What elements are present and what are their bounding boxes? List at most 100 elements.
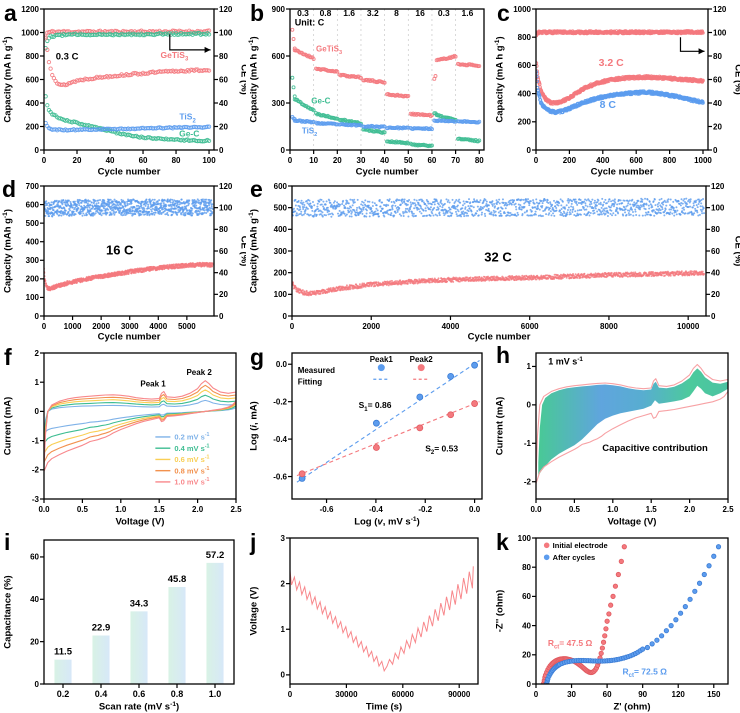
series-after-cycles: [544, 544, 722, 684]
chart-e: 32 C0 2000 4000 6000 8000 1000001002003004005…: [248, 182, 740, 343]
series-cv-curves: [44, 380, 236, 472]
axes: 0 10 20 30 40 50 60 70 80 0 300 600 900 Cycle number C…: [248, 5, 485, 178]
panel-f-label: f: [4, 344, 12, 370]
svg-text:80: 80: [475, 156, 484, 165]
series-cv-outline-1mVs: [536, 363, 728, 485]
svg-text:800: 800: [663, 156, 677, 165]
svg-text:0: 0: [219, 312, 224, 321]
svg-text:2000: 2000: [92, 322, 110, 331]
svg-text:60: 60: [427, 156, 436, 165]
svg-text:40: 40: [106, 156, 115, 165]
chart-i: 11.522.934.345.857.20.2 0.4 0.6 0.8 1.002040…: [3, 539, 235, 713]
svg-text:Cycle number: Cycle number: [98, 332, 161, 343]
svg-text:3.2: 3.2: [367, 8, 379, 18]
svg-text:3000: 3000: [121, 322, 139, 331]
series-TiS2: [290, 115, 482, 132]
panel-b-label: b: [250, 0, 265, 26]
svg-text:0: 0: [281, 146, 286, 155]
svg-text:30: 30: [357, 156, 366, 165]
svg-text:600: 600: [518, 61, 532, 70]
axes: 0 2000 4000 6000 8000 10000010020030040050060…: [248, 182, 740, 343]
panel-k-label: k: [496, 529, 509, 555]
svg-text:80: 80: [713, 52, 722, 61]
panel-c-label: c: [497, 0, 510, 26]
svg-text:1000: 1000: [21, 28, 39, 37]
series-Ge-C: [290, 75, 482, 149]
series-Ge-C-capacity: [44, 94, 212, 144]
series-CE-32C: [292, 197, 706, 218]
svg-text:5000: 5000: [178, 322, 196, 331]
svg-text:80: 80: [172, 156, 181, 165]
panel-i-label: i: [4, 529, 11, 555]
svg-text:400: 400: [596, 156, 610, 165]
svg-text:40: 40: [713, 99, 722, 108]
axes: 0 200 400 600 800 100002004006008001000020406…: [494, 5, 740, 178]
svg-text:80: 80: [219, 52, 228, 61]
svg-text:0: 0: [35, 312, 40, 321]
svg-text:200: 200: [26, 122, 40, 131]
svg-text:Capacity (mA h g-1): Capacity (mA h g-1): [494, 36, 505, 122]
svg-text:100: 100: [219, 203, 233, 212]
svg-text:80: 80: [219, 225, 228, 234]
svg-text:400: 400: [518, 89, 532, 98]
svg-text:100: 100: [713, 28, 727, 37]
svg-text:600: 600: [26, 200, 40, 209]
svg-text:TiS2: TiS2: [179, 112, 196, 125]
svg-text:60: 60: [219, 75, 228, 84]
svg-text:3.2 C: 3.2 C: [599, 57, 625, 69]
svg-text:20: 20: [219, 290, 228, 299]
svg-text:600: 600: [26, 75, 40, 84]
svg-text:70: 70: [451, 156, 460, 165]
svg-text:200: 200: [563, 156, 577, 165]
panel-a-label: a: [4, 0, 17, 26]
svg-text:0: 0: [219, 146, 224, 155]
svg-text:TiS2: TiS2: [302, 126, 317, 138]
chart-d: 16 C0 1000 2000 3000 4000 5000010020030040050…: [2, 182, 246, 343]
svg-text:1000: 1000: [64, 322, 82, 331]
svg-text:60: 60: [713, 75, 722, 84]
svg-text:200: 200: [26, 275, 40, 284]
svg-text:100: 100: [219, 28, 233, 37]
svg-text:20: 20: [713, 122, 722, 131]
grid-lines: [313, 9, 456, 150]
svg-text:0: 0: [534, 156, 539, 165]
panel-e: 32 C 0 2000 4000 6000 8000 10000 0 100 200 300 400 5…: [246, 178, 740, 343]
svg-text:0: 0: [42, 156, 47, 165]
svg-text:GeTiS3: GeTiS3: [316, 45, 342, 57]
svg-text:400: 400: [26, 238, 40, 247]
svg-text:1000: 1000: [694, 156, 712, 165]
svg-text:Ge-C: Ge-C: [311, 96, 330, 105]
svg-text:8 C: 8 C: [600, 99, 617, 111]
svg-text:4000: 4000: [149, 322, 167, 331]
svg-text:16 C: 16 C: [106, 243, 134, 258]
svg-text:500: 500: [26, 219, 40, 228]
panel-i: 11.5 22.9 34.3 45.8 57.2 0.2 0.4 0.6 0.8 1.0 0 20 40…: [0, 528, 246, 713]
svg-text:Cycle number: Cycle number: [98, 167, 161, 178]
svg-text:100: 100: [202, 156, 216, 165]
svg-text:700: 700: [26, 182, 40, 191]
panel-d-label: d: [2, 176, 17, 202]
svg-text:Capacity (mAh g-1): Capacity (mAh g-1): [2, 209, 13, 293]
svg-text:40: 40: [219, 268, 228, 277]
svg-text:8: 8: [394, 8, 399, 18]
axes: 0 20 40 60 80 1000200400600800100012000204060…: [2, 5, 246, 178]
series-measured-peak1: [298, 361, 478, 482]
svg-text:Unit: C: Unit: C: [295, 17, 325, 27]
svg-text:1.6: 1.6: [462, 8, 474, 18]
chart-c: 3.2 C8 C0 200 400 600 800 1000020040060080010…: [494, 5, 740, 178]
panel-k: Rct= 47.5 Ω Rct= 72.5 Ω Initial electrode A…: [492, 528, 740, 713]
series-capacity-16C: [44, 261, 214, 292]
panel-h: 1 mV s-1 Capacitive contribution 0.0 0.5 1.0…: [492, 343, 740, 528]
svg-text:1.6: 1.6: [343, 8, 355, 18]
series-measured-peak2: [298, 400, 478, 478]
